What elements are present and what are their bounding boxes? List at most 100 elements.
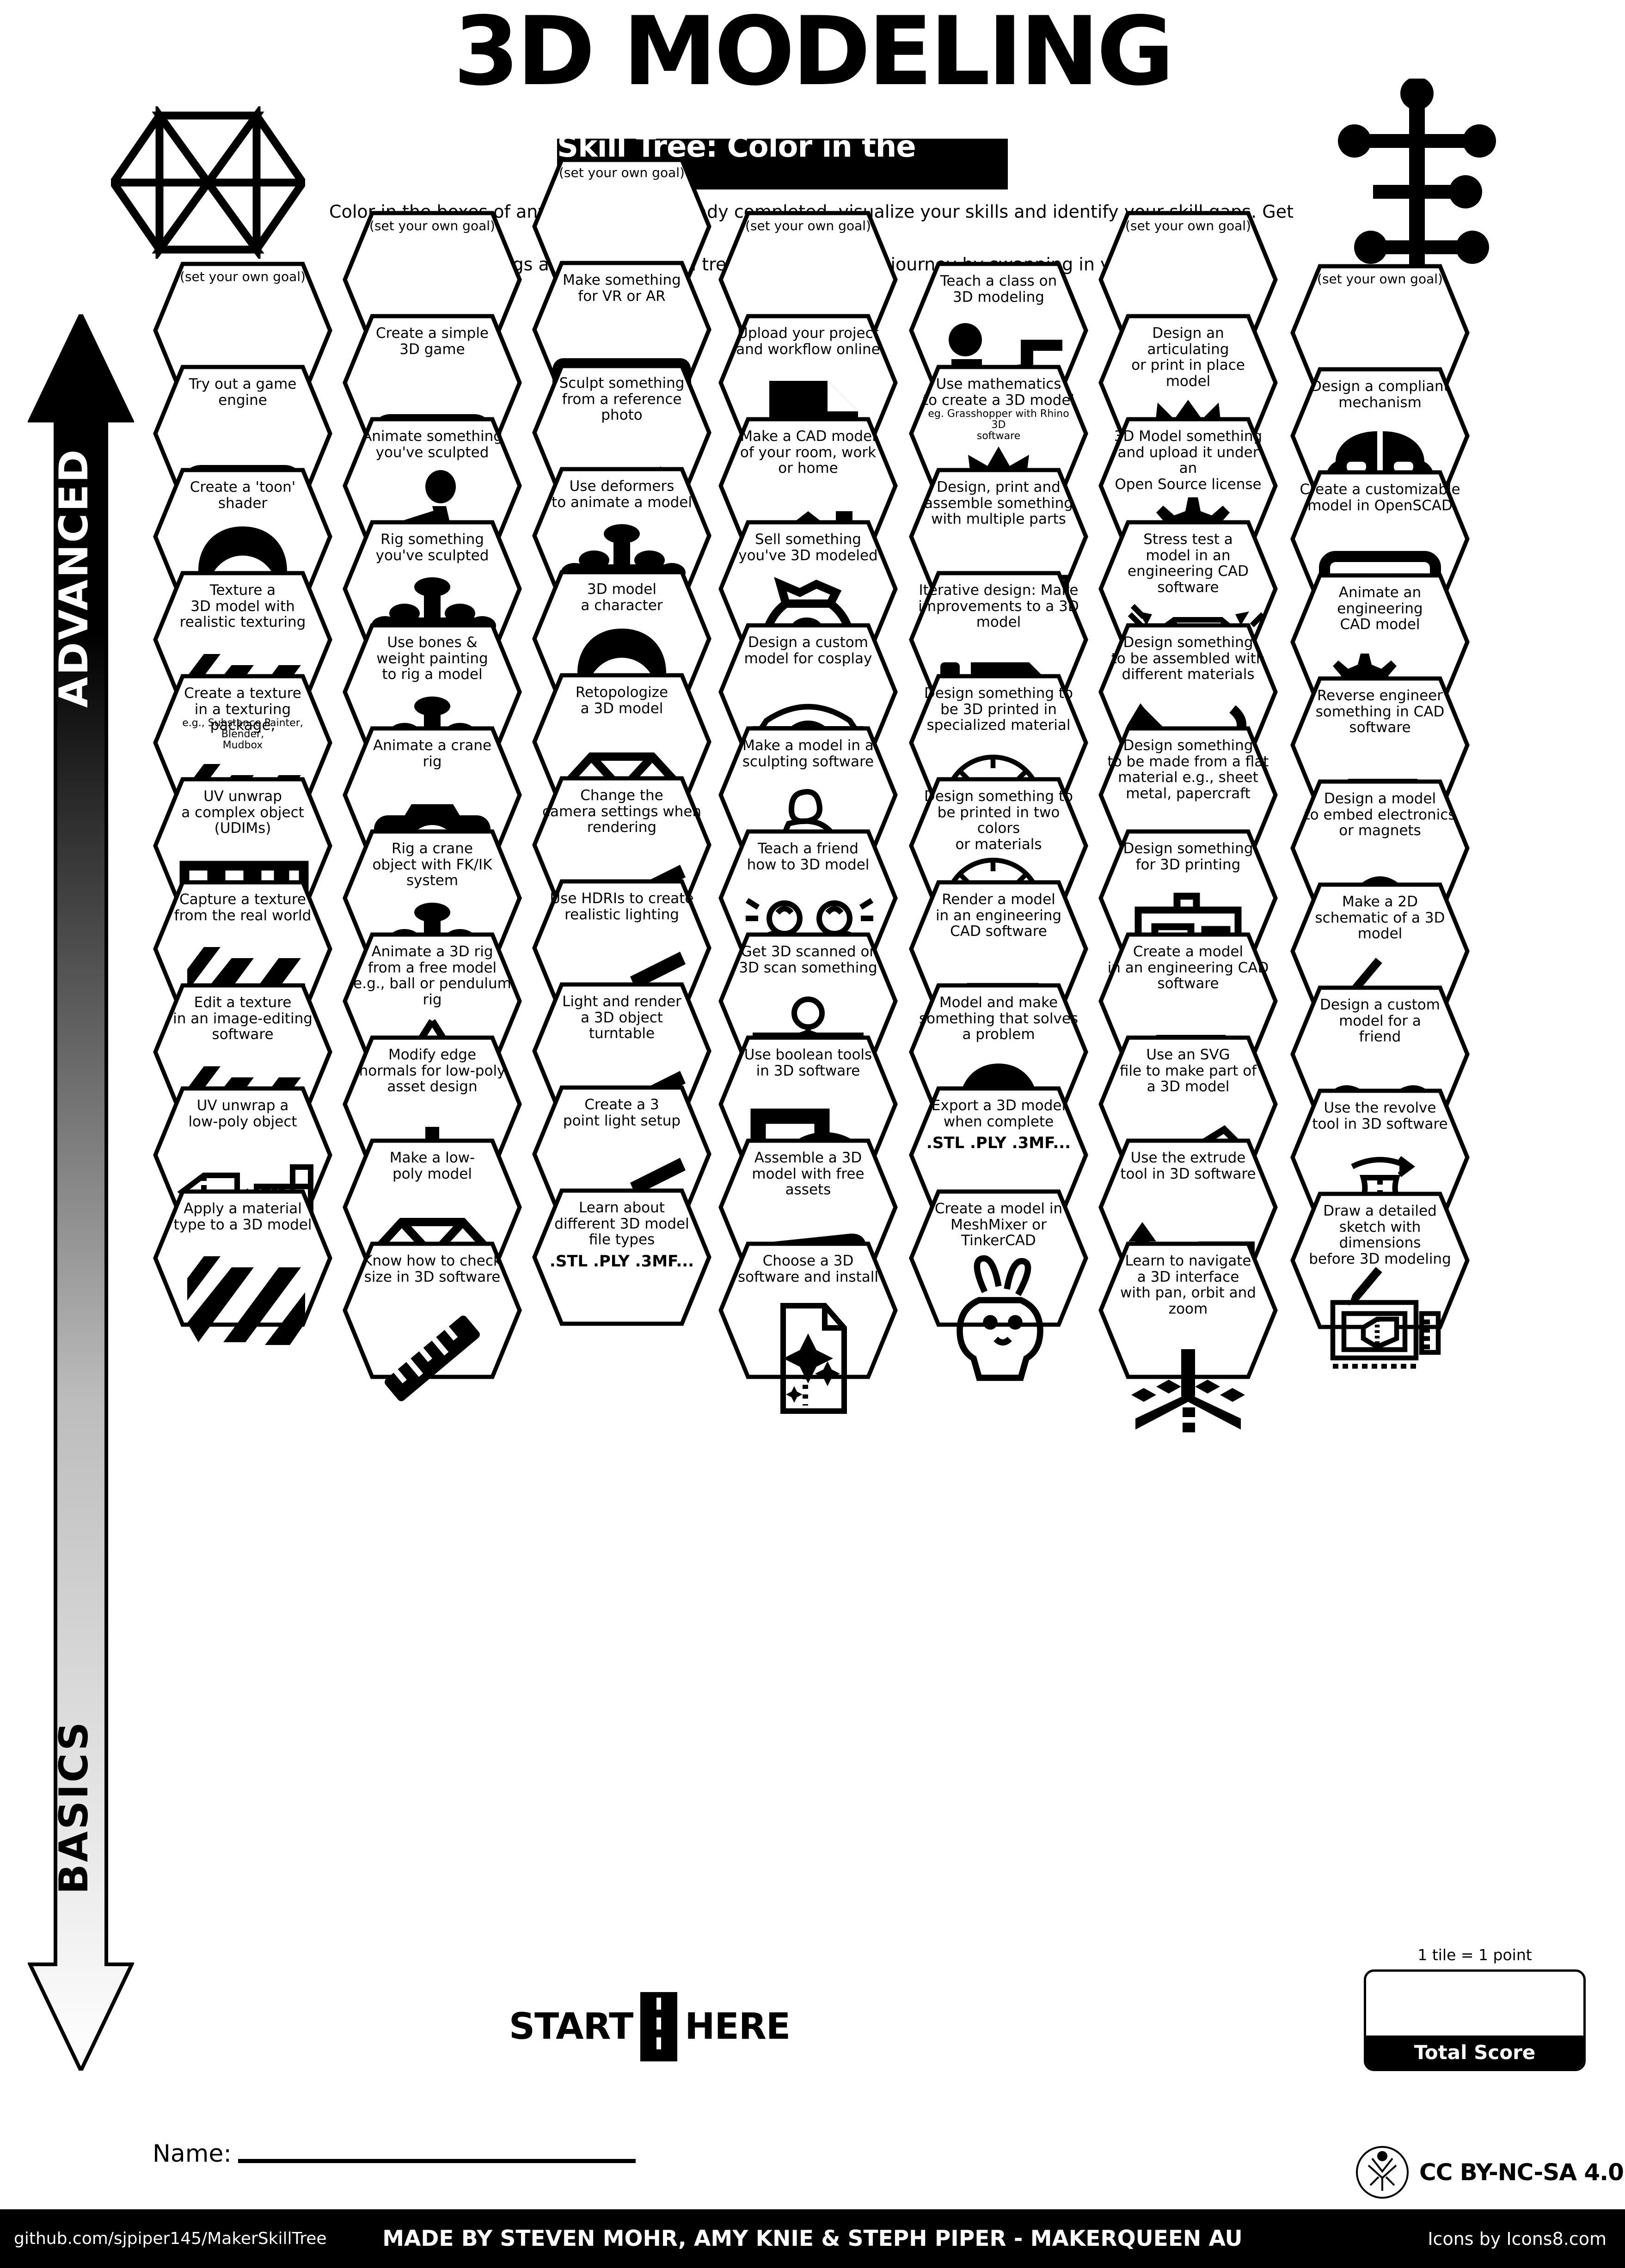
start-word: START — [509, 2006, 633, 2048]
skill-tile-label: Try out a game engine — [189, 376, 297, 409]
skill-tile[interactable]: Draw a detailed sketch with dimensions b… — [1290, 1191, 1470, 1369]
score-input-area[interactable] — [1366, 1972, 1583, 2036]
skill-tile[interactable]: Learn to navigate a 3D interface with pa… — [1098, 1241, 1278, 1432]
footer-icon-credit[interactable]: Icons by Icons8.com — [1428, 2228, 1607, 2249]
skill-tile-label: Rig something you've sculpted — [375, 531, 489, 564]
skill-tile-label: Draw a detailed sketch with dimensions b… — [1309, 1203, 1451, 1268]
skill-tile-label: Design something to be printed in two co… — [924, 788, 1073, 853]
skill-tile-label: Change the camera settings when renderin… — [542, 787, 702, 836]
skill-tile-label: Design something for 3D printing — [1123, 840, 1253, 873]
skill-tile[interactable]: (set your own goal) — [1290, 263, 1470, 402]
skill-tile-label: Use the extrude tool in 3D software — [1120, 1149, 1256, 1182]
skill-tile-label: Create a model in an engineering CAD sof… — [1107, 943, 1269, 992]
score-box[interactable]: Total Score — [1364, 1969, 1586, 2071]
skill-tile-label: Upload your project and workflow online — [736, 325, 880, 358]
footer-credits: MADE BY STEVEN MOHR, AMY KNIE & STEPH PI… — [382, 2226, 1243, 2251]
skill-tile-label: Design a custom model for cosplay — [744, 634, 872, 667]
skill-tile-label: Design an articulating or print in place… — [1131, 325, 1245, 390]
here-word: HERE — [685, 2006, 791, 2048]
skill-tile-label: Get 3D scanned or 3D scan something — [739, 943, 877, 976]
skill-tile-label: Apply a material type to a 3D model — [173, 1200, 312, 1233]
skill-tile[interactable]: Design a custom model for a friend — [1290, 985, 1470, 1167]
skill-tile-label: Design something to be assembled with di… — [1111, 634, 1265, 683]
skill-tile[interactable]: Export a 3D model when complete .STL .PLY… — [908, 1086, 1089, 1224]
skill-tile-label: Learn to navigate a 3D interface with pa… — [1120, 1253, 1256, 1318]
skill-tile-label: Make something for VR or AR — [563, 272, 681, 305]
skill-tile[interactable]: Create a model in MeshMixer or TinkerCAD — [908, 1189, 1089, 1381]
skill-tile[interactable]: (set your own goal) — [718, 210, 898, 349]
skill-tile-label: Design a compliant mechanism — [1311, 378, 1449, 411]
skill-tile-label: UV unwrap a complex object (UDIMs) — [181, 788, 304, 837]
license-text: CC BY-NC-SA 4.0 — [1419, 2159, 1624, 2186]
skill-tile-label: Create a customizable model in OpenSCAD — [1300, 481, 1460, 514]
start-here-marker: START HERE — [502, 1992, 797, 2061]
skill-tile-label: Design something to be 3D printed in spe… — [924, 685, 1073, 734]
skill-tile-label: Edit a texture in an image-editing softw… — [173, 994, 313, 1043]
skill-tile-label: Sculpt something from a reference photo — [559, 375, 685, 424]
skill-tile-label: Render a model in an engineering CAD sof… — [935, 891, 1062, 940]
skill-tile[interactable]: (set your own goal) — [153, 261, 333, 400]
skill-tile-label: (set your own goal) — [369, 218, 495, 233]
skill-tile[interactable]: Change the camera settings when renderin… — [532, 776, 712, 960]
skill-tile-label: 3D model a character — [581, 581, 663, 614]
creative-commons-icon — [1356, 2146, 1409, 2199]
skill-tile[interactable]: Apply a material type to a 3D model — [153, 1189, 333, 1345]
skill-tile-label: Sell something you've 3D modeled — [738, 531, 878, 564]
skill-tile-label: Make a 2D schematic of a 3D model — [1315, 893, 1445, 942]
skill-tile-label: Capture a texture from the real world — [174, 891, 312, 924]
skill-tile-label: Create a model in MeshMixer or TinkerCAD — [934, 1200, 1063, 1249]
skill-tile-label: Texture a 3D model with realistic textur… — [179, 582, 306, 631]
skill-tile-label: Make a CAD model of your room, work or h… — [740, 428, 877, 477]
difficulty-axis: ADVANCED BASICS — [28, 314, 134, 2071]
skill-tile-label: Assemble a 3D model with free assets — [752, 1149, 865, 1198]
skill-tile-label: Modify edge normals for low-poly asset d… — [359, 1046, 506, 1095]
skill-tile-label: Iterative design: Make improvements to a… — [918, 582, 1079, 631]
skill-tile-label: Use the revolve tool in 3D software — [1312, 1100, 1448, 1132]
skill-tile-label: Use bones & weight painting to rig a mod… — [376, 634, 488, 683]
skill-tile-label: Create a 'toon' shader — [190, 479, 296, 512]
skill-tile-label: Retopologize a 3D model — [575, 684, 668, 717]
skill-tile-label: (set your own goal) — [1317, 271, 1443, 287]
file-types-text: .STL .PLY .3MF... — [549, 1252, 694, 1271]
skill-tile[interactable]: Use an SVG file to make part of a 3D mod… — [1098, 1035, 1278, 1235]
skill-tile-label: Light and render a 3D object turntable — [562, 993, 681, 1042]
skill-tile-label: Design a custom model for a friend — [1320, 996, 1440, 1045]
skill-tile-label: Use deformers to animate a model — [552, 478, 692, 511]
page-footer: github.com/sjpiper145/MakerSkillTree MAD… — [0, 2209, 1625, 2268]
skill-tile-label: Make a low- poly model — [389, 1149, 475, 1182]
skill-tile-label: Stress test a model in an engineering CA… — [1127, 531, 1249, 596]
footer-repo-link[interactable]: github.com/sjpiper145/MakerSkillTree — [14, 2229, 327, 2248]
skill-tile[interactable]: Capture a texture from the real world — [153, 880, 333, 1036]
skill-tile[interactable]: (set your own goal) — [342, 210, 522, 349]
skill-tile-label: Animate something you've sculpted — [362, 428, 503, 461]
skill-tile-label: Rig a crane object with FK/IK system — [372, 840, 492, 889]
skill-tile-label: UV unwrap a low-poly object — [188, 1097, 297, 1130]
skill-tile-label: Export a 3D model when complete — [931, 1097, 1066, 1130]
skill-tile-label: Animate a 3D rig from a free model e.g.,… — [353, 943, 511, 1009]
skill-tile-subtext: e.g., Substance Painter, Blender, Mudbox — [182, 717, 303, 752]
skill-tile[interactable]: Stress test a model in an engineering CA… — [1098, 520, 1278, 703]
skill-tile-label: Learn about different 3D model file type… — [554, 1199, 689, 1248]
name-input-line[interactable] — [238, 2159, 636, 2163]
skill-tile-label: Create a simple 3D game — [375, 325, 489, 358]
road-icon — [640, 1992, 678, 2061]
skill-tile[interactable]: Know how to check size in 3D software — [342, 1241, 522, 1401]
name-field[interactable]: Name: — [153, 2140, 636, 2168]
skill-tile-label: Use boolean tools in 3D software — [744, 1046, 872, 1079]
license-row: CC BY-NC-SA 4.0 — [1355, 2145, 1624, 2200]
skill-tile-label: Design a model to embed electronics or m… — [1304, 790, 1456, 839]
skill-tile-label: Use an SVG file to make part of a 3D mod… — [1119, 1046, 1257, 1095]
skill-tile-label: (set your own goal) — [559, 165, 685, 180]
skill-tile-label: (set your own goal) — [180, 269, 306, 284]
skill-tile-label: Create a 3 point light setup — [563, 1096, 681, 1129]
total-score-label: Total Score — [1366, 2036, 1583, 2069]
skill-tile-label: Reverse engineer something in CAD softwa… — [1315, 687, 1445, 736]
skill-tile-label: Create a texture in a texturing package, — [184, 685, 301, 734]
skill-tile[interactable]: Learn about different 3D model file type… — [532, 1188, 712, 1327]
skill-tile-label: Know how to check size in 3D software — [363, 1253, 502, 1285]
skill-tile-label: Teach a friend how to 3D model — [747, 840, 870, 873]
skill-tile[interactable]: Choose a 3D software and install — [718, 1241, 898, 1414]
skill-tile-label: Animate a crane rig — [373, 737, 492, 770]
skill-tile-label: 3D Model something and upload it under a… — [1114, 428, 1263, 493]
